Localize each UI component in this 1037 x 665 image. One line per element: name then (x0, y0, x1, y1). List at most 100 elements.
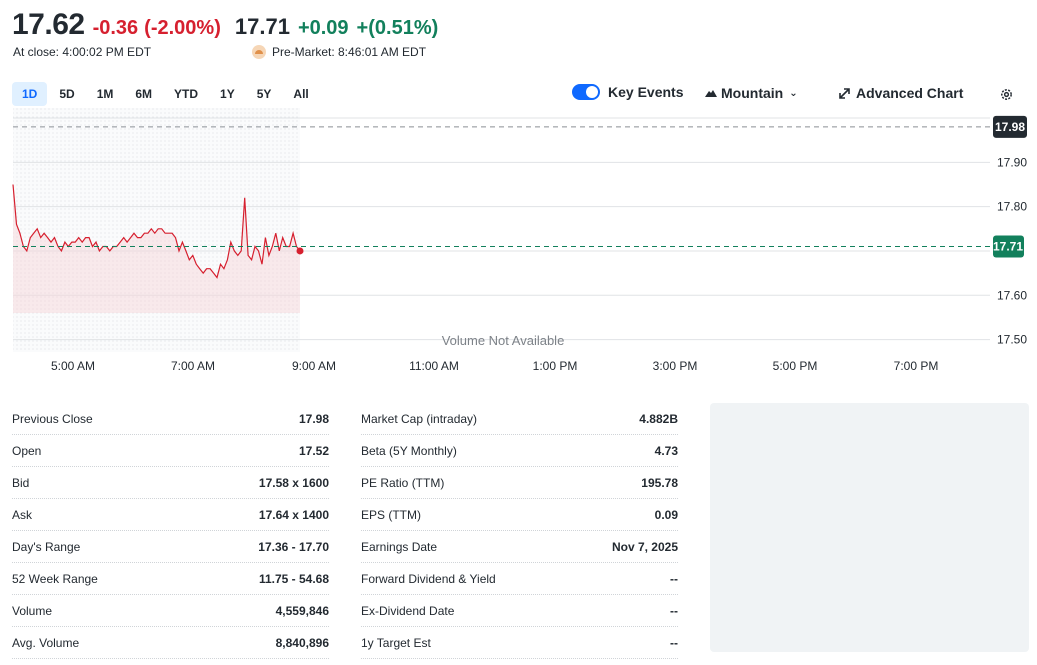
mountain-icon (705, 90, 717, 97)
range-6m[interactable]: 6M (135, 87, 153, 101)
stat-left-row: Bid 17.58 x 1600 (12, 467, 329, 499)
stat-label: PE Ratio (TTM) (361, 475, 445, 490)
x-tick-label: 1:00 PM (533, 359, 578, 373)
close-change: -0.36 (92, 17, 139, 39)
close-price: 17.62 (12, 8, 85, 41)
key-events-label: Key Events (608, 84, 684, 100)
premarket-change-percent: +(0.51%) (356, 17, 439, 39)
current-price-value: 17.71 (993, 240, 1023, 254)
stat-value: -- (670, 571, 678, 586)
stat-label: Previous Close (12, 411, 93, 426)
stat-right-row: Ex-Dividend Date -- (361, 595, 678, 627)
stat-label: Volume (12, 603, 53, 618)
stat-label: Earnings Date (361, 539, 438, 554)
stat-label: Forward Dividend & Yield (361, 571, 496, 586)
stat-label: Beta (5Y Monthly) (361, 443, 457, 458)
stat-right-row: Forward Dividend & Yield -- (361, 563, 678, 595)
stat-right-row: PE Ratio (TTM) 195.78 (361, 467, 678, 499)
y-tick-label: 17.90 (997, 155, 1027, 169)
range-1y[interactable]: 1Y (220, 87, 235, 101)
advanced-chart-label: Advanced Chart (856, 85, 964, 101)
range-selector: 1D 5D 1M 6M YTD 1Y 5Y All (12, 82, 319, 106)
expand-icon (839, 87, 850, 99)
stat-label: Day's Range (12, 539, 81, 554)
y-tick-label: 17.60 (997, 288, 1027, 302)
key-events-control[interactable]: Key Events (572, 84, 683, 100)
stat-value: 17.52 (298, 443, 329, 458)
stat-right-row: Earnings Date Nov 7, 2025 (361, 531, 678, 563)
stat-right-row: 1y Target Est -- (361, 627, 678, 659)
stat-value: 4.882B (639, 411, 678, 426)
premarket-timestamp-wrap: Pre-Market: 8:46:01 AM EDT (252, 45, 426, 59)
chart-type-label: Mountain (721, 85, 784, 101)
chart-canvas: 17.50 17.60 17.80 17.90 5:00 AM 7:00 AM 9:00 A… (12, 108, 1027, 373)
price-chart[interactable]: 17.50 17.60 17.80 17.90 5:00 AM 7:00 AM 9:00 A… (0, 108, 1037, 378)
stats-table-right: Market Cap (intraday) 4.882B Beta (5Y Mont… (361, 403, 678, 659)
stat-left-row: Open 17.52 (12, 435, 329, 467)
x-tick-label: 7:00 AM (171, 359, 215, 373)
y-tick-label: 17.50 (997, 333, 1027, 347)
range-1d[interactable]: 1D (12, 82, 48, 106)
y-tick-label: 17.80 (997, 200, 1027, 214)
stat-value: 17.64 x 1400 (258, 507, 329, 522)
stat-left-row: 52 Week Range 11.75 - 54.68 (12, 563, 329, 595)
range-1m[interactable]: 1M (96, 87, 114, 101)
stat-value: -- (670, 635, 678, 650)
stat-label: 52 Week Range (12, 571, 98, 586)
stat-value: 4.73 (654, 443, 678, 458)
stat-label: EPS (TTM) (361, 507, 421, 522)
stat-left-row: Previous Close 17.98 (12, 403, 329, 435)
sunrise-icon (252, 45, 266, 59)
stat-label: Ex-Dividend Date (361, 603, 455, 618)
x-tick-label: 9:00 AM (292, 359, 336, 373)
volume-not-available: Volume Not Available (442, 333, 565, 348)
stat-left-row: Ask 17.64 x 1400 (12, 499, 329, 531)
close-change-percent: (-2.00%) (144, 17, 221, 39)
premarket-price: 17.71 (234, 14, 290, 39)
stat-label: Avg. Volume (12, 635, 80, 650)
close-timestamp: At close: 4:00:02 PM EDT (13, 45, 152, 59)
chart-type-dropdown[interactable]: Mountain ⌄ (705, 85, 798, 101)
advanced-chart-button[interactable]: Advanced Chart (838, 85, 963, 101)
x-tick-label: 3:00 PM (653, 359, 698, 373)
x-tick-label: 7:00 PM (894, 359, 939, 373)
stat-right-row: EPS (TTM) 0.09 (361, 499, 678, 531)
current-price-badge (993, 235, 1024, 258)
stat-value: 4,559,846 (275, 603, 329, 618)
stat-left-row: Avg. Volume 8,840,896 (12, 627, 329, 659)
stat-left-row: Volume 4,559,846 (12, 595, 329, 627)
stat-value: 0.09 (654, 507, 678, 522)
stat-label: Ask (12, 507, 33, 522)
stat-value: -- (670, 603, 678, 618)
range-5d[interactable]: 5D (59, 87, 75, 101)
stat-value: 17.36 - 17.70 (258, 539, 329, 554)
premarket-shade (13, 108, 300, 352)
stat-right-row: Beta (5Y Monthly) 4.73 (361, 435, 678, 467)
stat-value: 195.78 (641, 475, 678, 490)
quote-header: 17.62 -0.36 (-2.00%) 17.71 +0.09 +(0.51%… (12, 8, 438, 42)
range-all[interactable]: All (293, 87, 309, 101)
key-events-toggle[interactable] (572, 84, 600, 100)
previous-close-badge (993, 115, 1027, 138)
ad-placeholder (710, 403, 1029, 652)
stat-label: 1y Target Est (361, 635, 431, 650)
stat-value: 11.75 - 54.68 (258, 571, 329, 586)
stat-value: 8,840,896 (275, 635, 329, 650)
stats-table-left: Previous Close 17.98 Open 17.52 Bid 17.58 x 1… (12, 403, 329, 659)
x-tick-label: 5:00 PM (773, 359, 818, 373)
stat-label: Bid (12, 475, 30, 490)
price-line (12, 184, 301, 279)
range-ytd[interactable]: YTD (174, 87, 199, 101)
stat-value: 17.98 (298, 411, 329, 426)
settings-button[interactable] (999, 87, 1014, 102)
range-5y[interactable]: 5Y (256, 87, 272, 101)
stat-right-row: Market Cap (intraday) 4.882B (361, 403, 678, 435)
premarket-change: +0.09 (297, 17, 349, 39)
stat-left-row: Day's Range 17.36 - 17.70 (12, 531, 329, 563)
last-price-dot (296, 247, 304, 255)
x-tick-label: 11:00 AM (409, 359, 459, 373)
stat-label: Market Cap (intraday) (361, 411, 478, 426)
x-tick-label: 5:00 AM (51, 359, 95, 373)
stat-label: Open (12, 443, 42, 458)
stat-value: 17.58 x 1600 (258, 475, 329, 490)
